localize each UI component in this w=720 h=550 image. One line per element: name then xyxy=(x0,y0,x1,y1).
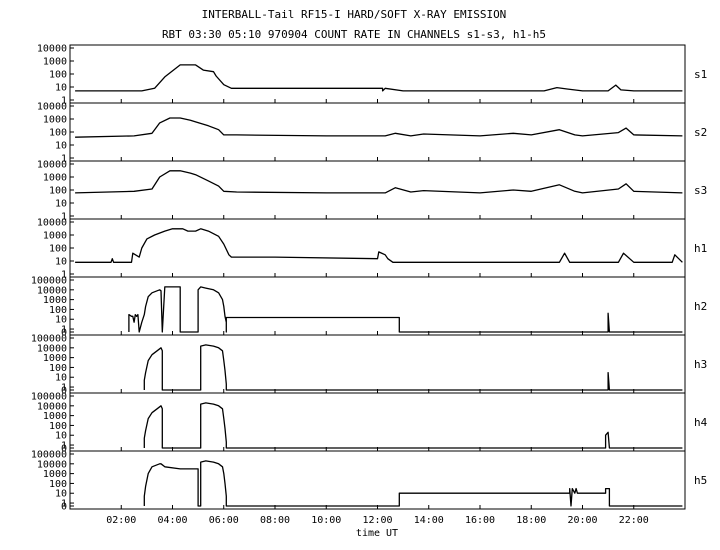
y-tick-label: 100 xyxy=(49,186,67,197)
y-tick-label: 1000 xyxy=(43,295,67,306)
y-tick-label: 10000 xyxy=(37,459,67,470)
x-tick-label: 14:00 xyxy=(414,515,444,526)
x-tick-label: 04:00 xyxy=(157,515,187,526)
x-tick-label: 06:00 xyxy=(209,515,239,526)
y-tick-label: 1000 xyxy=(43,231,67,242)
y-tick-label: 100 xyxy=(49,421,67,432)
panel-frame xyxy=(69,218,686,278)
series-line-h5 xyxy=(143,460,683,507)
series-line-h1 xyxy=(75,228,683,263)
y-tick-label: 1000 xyxy=(43,353,67,364)
y-tick-label: 10000 xyxy=(37,218,67,229)
x-tick-label: 10:00 xyxy=(311,515,341,526)
y-tick-label: 10 xyxy=(55,257,67,268)
y-tick-label: 10000 xyxy=(37,401,67,412)
x-tick-label: 22:00 xyxy=(619,515,649,526)
y-tick-label: 1000 xyxy=(43,57,67,68)
channel-label-h4: h4 xyxy=(694,416,708,429)
panel-h1: 10000 1000 100 10 1 h1 xyxy=(37,218,707,281)
y-tick-label: 10 xyxy=(55,199,67,210)
channel-label-h2: h2 xyxy=(694,300,707,313)
y-tick-label: 10 xyxy=(55,373,67,384)
y-tick-label: 1 xyxy=(61,212,67,223)
y-tick-label: 1 xyxy=(61,441,67,452)
y-tick-label: 100 xyxy=(49,305,67,316)
y-tick-label: 10000 xyxy=(37,160,67,171)
y-tick-label: 0 xyxy=(61,328,67,339)
x-axis: 02:00 04:00 06:00 08:00 10:00 12:00 14:00 16:00… xyxy=(106,515,649,526)
y-tick-label: 1000 xyxy=(43,469,67,480)
y-tick-label: 10 xyxy=(55,315,67,326)
y-tick-label: 1 xyxy=(61,270,67,281)
panel-frame xyxy=(69,102,686,162)
channel-label-h1: h1 xyxy=(694,242,707,255)
y-tick-label: 10 xyxy=(55,141,67,152)
series-line-s1 xyxy=(75,64,683,92)
y-tick-label: 1 xyxy=(61,154,67,165)
panels-group: 100001000100101s1100001000100101s2100001… xyxy=(31,44,708,513)
chart-subtitle: RBT 03:30 05:10 970904 COUNT RATE IN CHA… xyxy=(162,28,546,41)
series-line-h3 xyxy=(143,344,683,391)
y-tick-label: 0 xyxy=(61,502,67,513)
y-tick-label: 1000 xyxy=(43,115,67,126)
panel-frame xyxy=(69,450,686,510)
y-tick-label: 1 xyxy=(61,499,67,510)
y-tick-label: 1 xyxy=(61,383,67,394)
y-tick-label: 10000 xyxy=(37,44,67,55)
y-tick-label: 100 xyxy=(49,244,67,255)
panel-frame xyxy=(69,44,686,104)
panel-s1: 10000 1000 100 10 1 s1 xyxy=(37,44,707,107)
series-line-s3 xyxy=(75,170,683,194)
y-tick-label: 10 xyxy=(55,83,67,94)
y-tick-label: 10 xyxy=(55,431,67,442)
panel-frame xyxy=(69,160,686,220)
chart-title: INTERBALL-Tail RF15-I HARD/SOFT X-RAY EM… xyxy=(202,8,507,21)
y-tick-label: 10000 xyxy=(37,102,67,113)
channel-label-s1: s1 xyxy=(694,68,707,81)
x-tick-label: 12:00 xyxy=(362,515,392,526)
y-tick-label: 10 xyxy=(55,489,67,500)
panel-s3: 10000 1000 100 10 1 s3 xyxy=(37,160,707,223)
y-tick-label: 100 xyxy=(49,70,67,81)
y-tick-label: 1 xyxy=(61,96,67,107)
x-axis-label: time UT xyxy=(356,528,398,539)
y-tick-label: 1 xyxy=(61,325,67,336)
y-tick-label: 0 xyxy=(61,386,67,397)
y-tick-label: 0 xyxy=(61,444,67,455)
y-tick-label: 100000 xyxy=(31,392,67,403)
y-tick-label: 100 xyxy=(49,479,67,490)
panel-s2: 10000 1000 100 10 1 s2 xyxy=(37,102,707,165)
channel-label-h3: h3 xyxy=(694,358,707,371)
x-tick-label: 16:00 xyxy=(465,515,495,526)
y-tick-label: 10000 xyxy=(37,343,67,354)
series-line-s2 xyxy=(75,117,683,138)
x-tick-label: 08:00 xyxy=(260,515,290,526)
channel-label-s3: s3 xyxy=(694,184,707,197)
y-tick-label: 100000 xyxy=(31,276,67,287)
y-tick-label: 100 xyxy=(49,363,67,374)
y-tick-label: 100 xyxy=(49,128,67,139)
y-tick-label: 100000 xyxy=(31,334,67,345)
channel-label-h5: h5 xyxy=(694,474,707,487)
series-line-h2 xyxy=(128,286,683,333)
y-tick-label: 10000 xyxy=(37,285,67,296)
y-tick-label: 1000 xyxy=(43,173,67,184)
x-tick-label: 02:00 xyxy=(106,515,136,526)
x-tick-label: 18:00 xyxy=(516,515,546,526)
series-line-h4 xyxy=(143,402,683,449)
y-tick-label: 100000 xyxy=(31,450,67,461)
y-tick-label: 1000 xyxy=(43,411,67,422)
x-tick-label: 20:00 xyxy=(567,515,597,526)
channel-label-s2: s2 xyxy=(694,126,707,139)
